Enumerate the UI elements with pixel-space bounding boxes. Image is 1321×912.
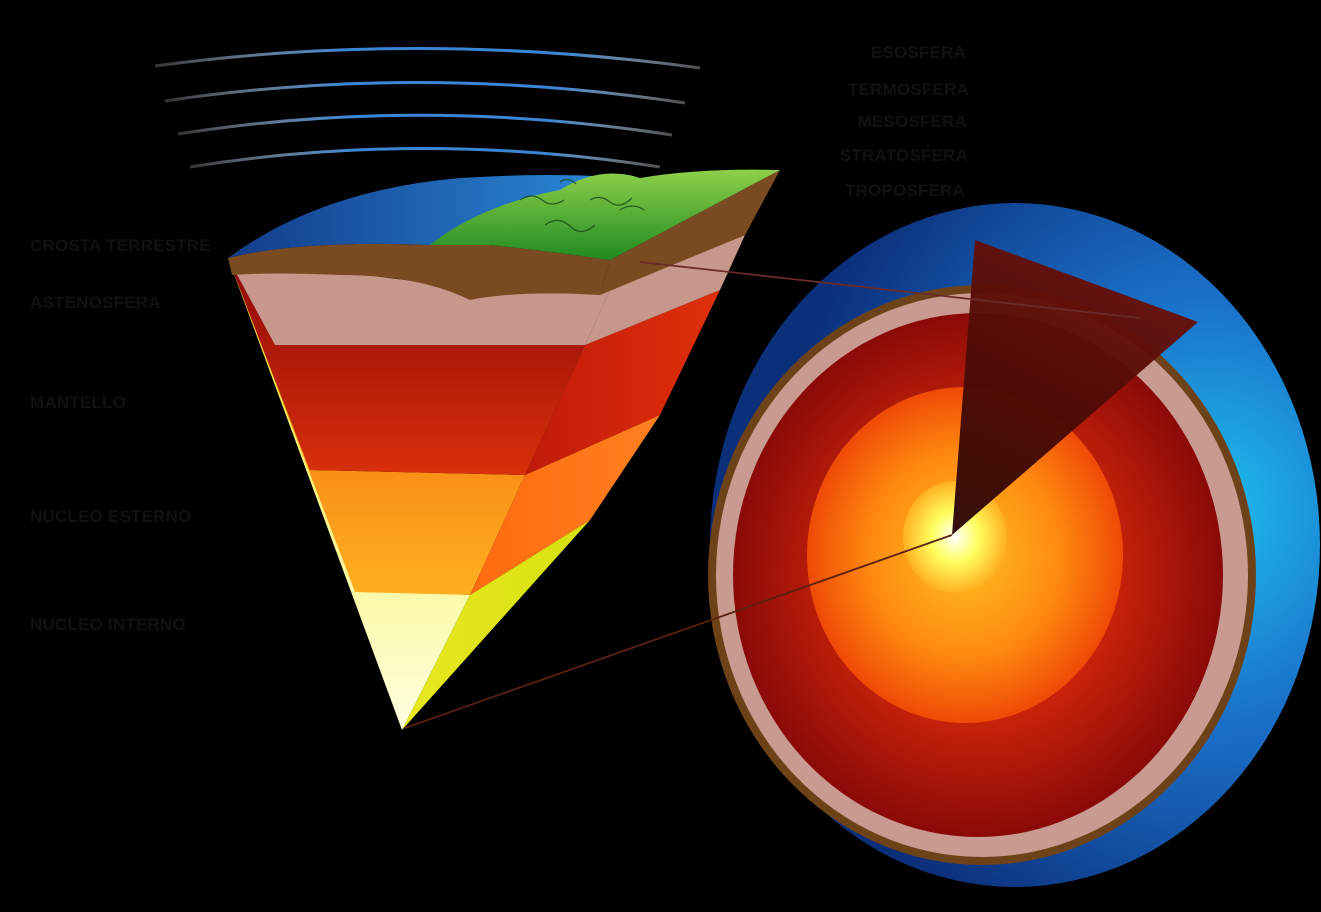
label-mantello-text: MANTELLO <box>30 393 126 412</box>
label-esosfera: ESOSFERA <box>704 43 978 72</box>
label-crosta-terrestre-text: CROSTA TERRESTRE <box>30 236 211 255</box>
atmosphere-arcs <box>154 47 701 169</box>
label-astenosfera-text: ASTENOSFERA <box>30 293 161 312</box>
label-esosfera-text: ESOSFERA <box>871 43 966 62</box>
label-termosfera-text: TERMOSFERA <box>848 80 969 99</box>
label-stratosfera: STRATOSFERA <box>662 146 978 171</box>
earth-sphere-cutaway <box>708 203 1320 887</box>
label-nucleo-esterno-text: NUCLEO ESTERNO <box>30 507 191 526</box>
label-nucleo-interno-text: NUCLEO INTERNO <box>30 615 186 634</box>
label-termosfera: TERMOSFERA <box>689 80 978 106</box>
label-mantello: MANTELLO <box>20 393 326 420</box>
interior-labels: CROSTA TERRESTRE ASTENOSFERA MANTELLO NU… <box>20 236 398 642</box>
label-mesosfera-text: MESOSFERA <box>858 112 967 131</box>
atmosphere-labels: ESOSFERA TERMOSFERA MESOSFERA STRATOSFER… <box>643 43 978 207</box>
label-troposfera: TROPOSFERA <box>643 181 978 207</box>
label-mesosfera: MESOSFERA <box>676 112 978 139</box>
label-nucleo-interno: NUCLEO INTERNO <box>20 615 398 642</box>
label-troposfera-text: TROPOSFERA <box>845 181 965 200</box>
earth-cone-slice <box>228 169 780 730</box>
connector-lines <box>404 261 1141 729</box>
label-stratosfera-text: STRATOSFERA <box>840 146 968 165</box>
label-crosta-terrestre: CROSTA TERRESTRE <box>20 236 248 264</box>
label-nucleo-esterno: NUCLEO ESTERNO <box>20 507 355 534</box>
label-astenosfera: ASTENOSFERA <box>20 293 292 320</box>
